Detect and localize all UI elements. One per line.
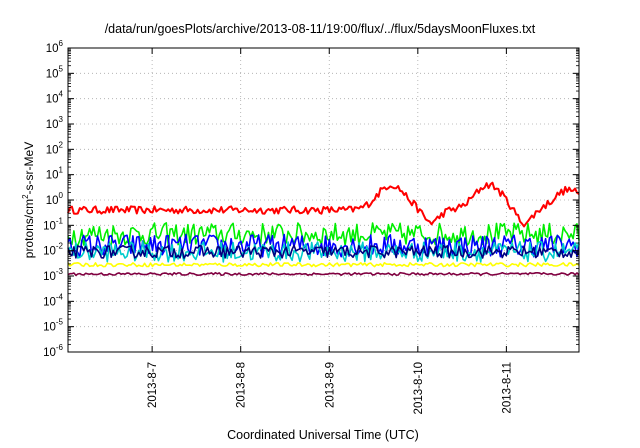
y-tick-label: 105 [46,64,64,80]
y-tick-labels: 10-6 10-5 10-4 10-3 10-2 10-1 100 101 102 103 104 1… [43,39,63,359]
x-tick-label: 2013-8-10 [413,362,425,414]
y-tick-label: 10-6 [43,343,63,359]
series-line [67,222,580,247]
y-tick-label: 10-5 [43,318,63,334]
x-axis-label: Coordinated Universal Time (UTC) [227,428,419,442]
grid [68,48,579,352]
y-tick-label: 104 [46,90,64,106]
y-tick-label: 10-3 [43,267,63,283]
y-tick-label: 102 [46,140,64,156]
series-line [67,271,580,277]
x-tick-labels: 2013-8-7 2013-8-8 2013-8-9 2013-8-10 2013-8-… [147,362,513,414]
y-tick-label: 10-4 [43,292,63,308]
x-tick-label: 2013-8-8 [236,362,248,408]
x-tick-label: 2013-8-9 [324,362,336,408]
series-line [67,181,580,228]
axis-ticks [68,47,579,353]
series-lines [67,181,580,277]
series-line [67,244,580,259]
x-tick-label: 2013-8-7 [147,362,159,408]
series-line [67,261,580,268]
y-tick-label: 10-2 [43,242,63,258]
x-tick-label: 2013-8-11 [501,362,513,414]
series-line [67,233,580,258]
y-tick-label: 103 [46,115,64,131]
y-axis-label: protons/cm2-s-sr-MeV [21,142,36,258]
y-tick-label: 10-1 [43,216,63,232]
y-tick-label: 106 [46,39,64,55]
y-tick-label: 100 [46,191,64,207]
y-tick-label: 101 [46,166,64,182]
chart-title: /data/run/goesPlots/archive/2013-08-11/1… [104,22,536,36]
